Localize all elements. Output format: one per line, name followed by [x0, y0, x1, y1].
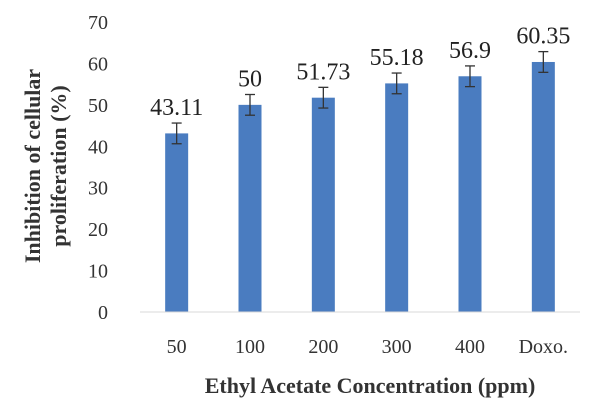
bar — [385, 83, 409, 312]
bar — [238, 104, 262, 312]
x-tick-label: 300 — [382, 336, 412, 358]
x-tick-label: 100 — [235, 336, 265, 358]
y-tick-label: 10 — [88, 261, 108, 283]
x-tick-label: Doxo. — [519, 336, 568, 358]
data-label: 55.18 — [370, 45, 424, 71]
x-axis-ticks: 50 100 200 300 400 Doxo. — [167, 336, 568, 358]
error-bar — [171, 122, 182, 145]
data-label: 60.35 — [516, 24, 570, 50]
y-axis-title-line2: proliferation (%) — [46, 85, 71, 247]
x-tick-label: 50 — [167, 336, 187, 358]
y-tick-label: 0 — [98, 302, 108, 324]
error-bars — [171, 50, 549, 145]
x-tick-label: 400 — [455, 336, 485, 358]
y-tick-label: 40 — [88, 136, 108, 158]
y-tick-label: 30 — [88, 178, 108, 200]
y-tick-label: 50 — [88, 95, 108, 117]
bar — [311, 97, 335, 312]
data-label: 51.73 — [296, 59, 350, 85]
error-bar — [318, 86, 329, 109]
bars — [165, 61, 555, 313]
error-bar — [465, 65, 475, 88]
error-bar — [538, 50, 549, 73]
data-label: 50 — [238, 67, 262, 93]
bar — [458, 76, 482, 313]
y-axis-title-line1: Inhibition of cellular — [20, 69, 45, 264]
y-axis-title: Inhibition of cellular proliferation (%) — [20, 69, 71, 264]
x-tick-label: 200 — [308, 336, 338, 358]
y-tick-label: 60 — [88, 53, 108, 75]
x-axis-title: Ethyl Acetate Concentration (ppm) — [205, 373, 536, 398]
data-label: 43.11 — [150, 95, 203, 121]
y-tick-label: 20 — [88, 219, 108, 241]
error-bar — [245, 93, 255, 116]
y-tick-label: 70 — [88, 12, 108, 34]
y-axis-ticks: 0 10 20 30 40 50 60 70 — [88, 12, 108, 324]
error-bar — [391, 72, 402, 95]
data-labels: 43.11 50 51.73 55.18 56.9 60.35 — [150, 24, 570, 121]
data-label: 56.9 — [449, 38, 491, 64]
bar — [165, 133, 189, 312]
bar — [531, 61, 555, 312]
